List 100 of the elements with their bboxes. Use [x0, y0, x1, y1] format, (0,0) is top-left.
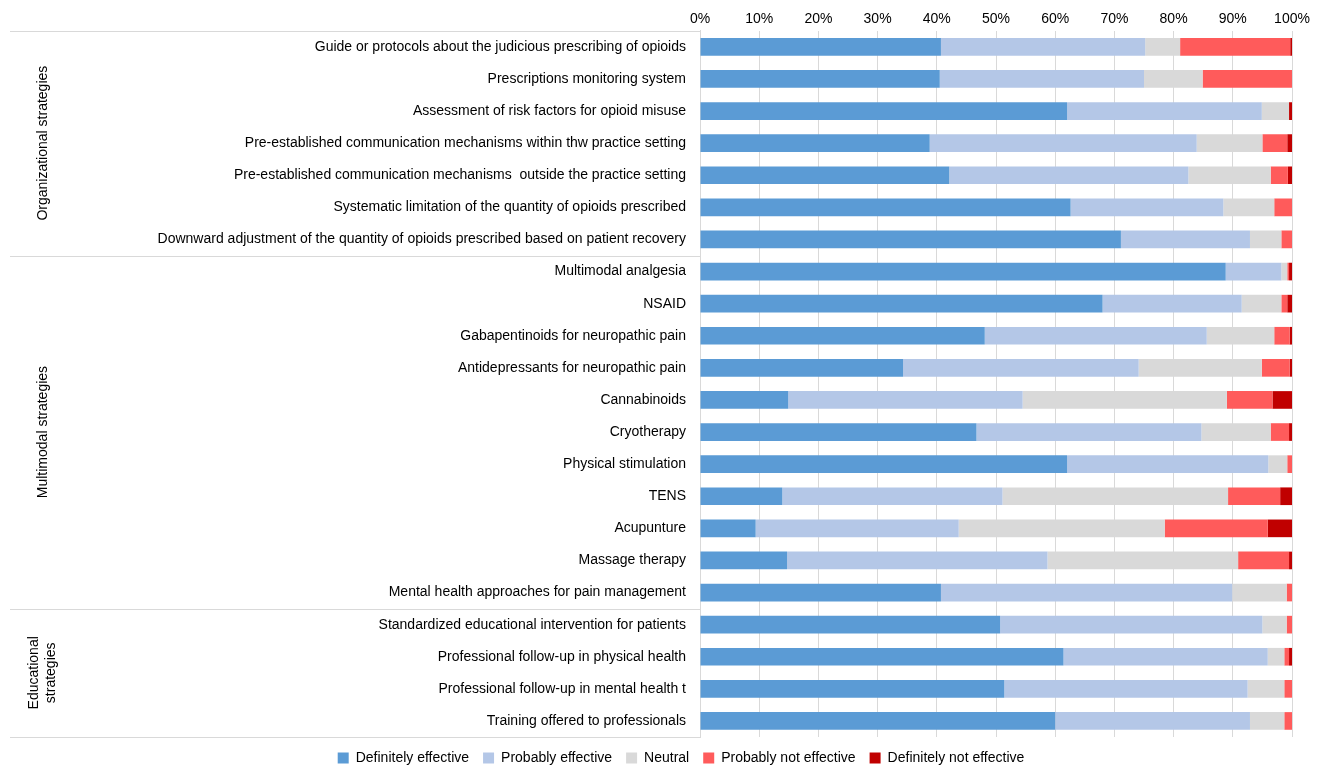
bar: [939, 70, 1144, 88]
bar: [1000, 615, 1263, 634]
bar: [1281, 230, 1292, 249]
x-tick-label: 10%: [745, 10, 774, 27]
bar: [1225, 262, 1282, 281]
bar: [700, 583, 941, 602]
x-tick-label: 20%: [804, 10, 833, 27]
legend-label: Probably not effective: [721, 748, 856, 765]
bar: [700, 198, 1071, 217]
bar: [787, 551, 1048, 570]
y-tick-label: Prescriptions monitoring system: [487, 69, 686, 86]
bar: [1228, 487, 1281, 506]
bar: [1055, 712, 1250, 730]
bar: [1286, 615, 1292, 634]
bar: [1226, 391, 1273, 409]
bar: [700, 519, 756, 538]
x-tick-label: 60%: [1041, 10, 1070, 27]
y-tick-label: NSAID: [643, 294, 686, 311]
bar: [1067, 455, 1269, 473]
bar: [929, 134, 1197, 152]
bar: [1289, 423, 1292, 441]
x-tick-label: 90%: [1218, 10, 1247, 27]
bar: [1202, 70, 1292, 88]
bar: [700, 712, 1056, 730]
y-tick-label: Systematic limitation of the quantity of opioids prescribed: [333, 198, 686, 215]
bar: [700, 230, 1121, 249]
bar: [1289, 551, 1292, 570]
bar: [1287, 134, 1292, 152]
y-tick-label: Antidepressants for neuropathic pain: [457, 358, 686, 375]
bar: [1270, 423, 1290, 441]
bar: [700, 166, 950, 185]
bar: [1247, 680, 1285, 698]
text: Organizational strategies: [33, 65, 50, 221]
bar: [1281, 262, 1288, 281]
bar: [1063, 647, 1268, 666]
y-tick-label: Cryotherapy: [609, 422, 686, 439]
x-tick-label: 80%: [1159, 10, 1188, 27]
bar: [1268, 455, 1288, 473]
bar: [1287, 294, 1292, 313]
bar: [788, 391, 1023, 409]
x-tick-label: 40%: [922, 10, 951, 27]
text: Multimodal strategies: [33, 365, 50, 499]
bar: [1284, 712, 1292, 730]
bar: [1004, 680, 1248, 698]
y-tick-label: Mental health approaches for pain management: [388, 583, 687, 600]
bar: [949, 166, 1189, 185]
y-tick-label: Multimodal analgesia: [554, 262, 687, 279]
bar: [700, 102, 1068, 120]
bar: [782, 487, 1003, 506]
bar: [903, 359, 1139, 377]
bar: [1241, 294, 1282, 313]
y-tick-label: Downward adjustment of the quantity of opioids prescribed based on patient recovery: [157, 230, 686, 247]
bar: [1287, 166, 1292, 185]
bar: [1280, 487, 1292, 506]
legend-label: Definitely not effective: [887, 748, 1025, 765]
bar: [755, 519, 959, 538]
bar: [1180, 38, 1291, 56]
bar: [1249, 230, 1282, 249]
y-tick-label: Pre-established communication mechanisms outside the practice setting: [233, 166, 686, 183]
bar: [1272, 391, 1292, 409]
y-tick-label: Standardized educational intervention for patients: [378, 615, 686, 632]
bar: [1261, 102, 1290, 120]
y-tick-label: Professional follow-up in physical health: [437, 647, 686, 664]
bar: [1270, 166, 1288, 185]
y-tick-label: Professional follow-up in mental health t: [438, 679, 687, 696]
bar: [700, 423, 977, 441]
bar: [1120, 230, 1250, 249]
bar: [700, 455, 1068, 473]
bar: [1284, 647, 1290, 666]
y-tick-label: Gabapentinoids for neuropathic pain: [460, 326, 686, 343]
bar: [1289, 647, 1292, 666]
y-tick-label: Guide or protocols about the judicious prescribing of opioids: [314, 37, 686, 54]
x-tick-label: 50%: [981, 10, 1011, 27]
text: Educational strategies: [25, 636, 59, 710]
bar: [700, 70, 940, 88]
x-tick-label: 70%: [1100, 10, 1129, 27]
bar: [1249, 712, 1285, 730]
bar: [1070, 198, 1224, 217]
bar: [1289, 102, 1292, 120]
legend-label: Definitely effective: [355, 748, 470, 765]
bar: [700, 326, 985, 345]
y-tick-label: Cannabinoids: [600, 390, 686, 407]
y-tick-label: Physical stimulation: [563, 455, 686, 472]
bar: [1286, 583, 1292, 602]
bar: [976, 423, 1202, 441]
bar: [1067, 102, 1262, 120]
bar: [1262, 134, 1288, 152]
y-tick-label: Pre-established communication mechanisms within thw practice setting: [244, 134, 686, 151]
bar: [1274, 198, 1292, 217]
bar: [700, 391, 789, 409]
bar: [1267, 519, 1292, 538]
bar: [700, 262, 1226, 281]
bar: [940, 38, 1146, 56]
bar: [984, 326, 1207, 345]
bar: [700, 359, 904, 377]
bar: [700, 134, 930, 152]
bar: [1261, 359, 1290, 377]
bar: [1102, 294, 1242, 313]
y-tick-label: Massage therapy: [578, 551, 686, 568]
y-tick-label: Training offered to professionals: [486, 711, 686, 728]
